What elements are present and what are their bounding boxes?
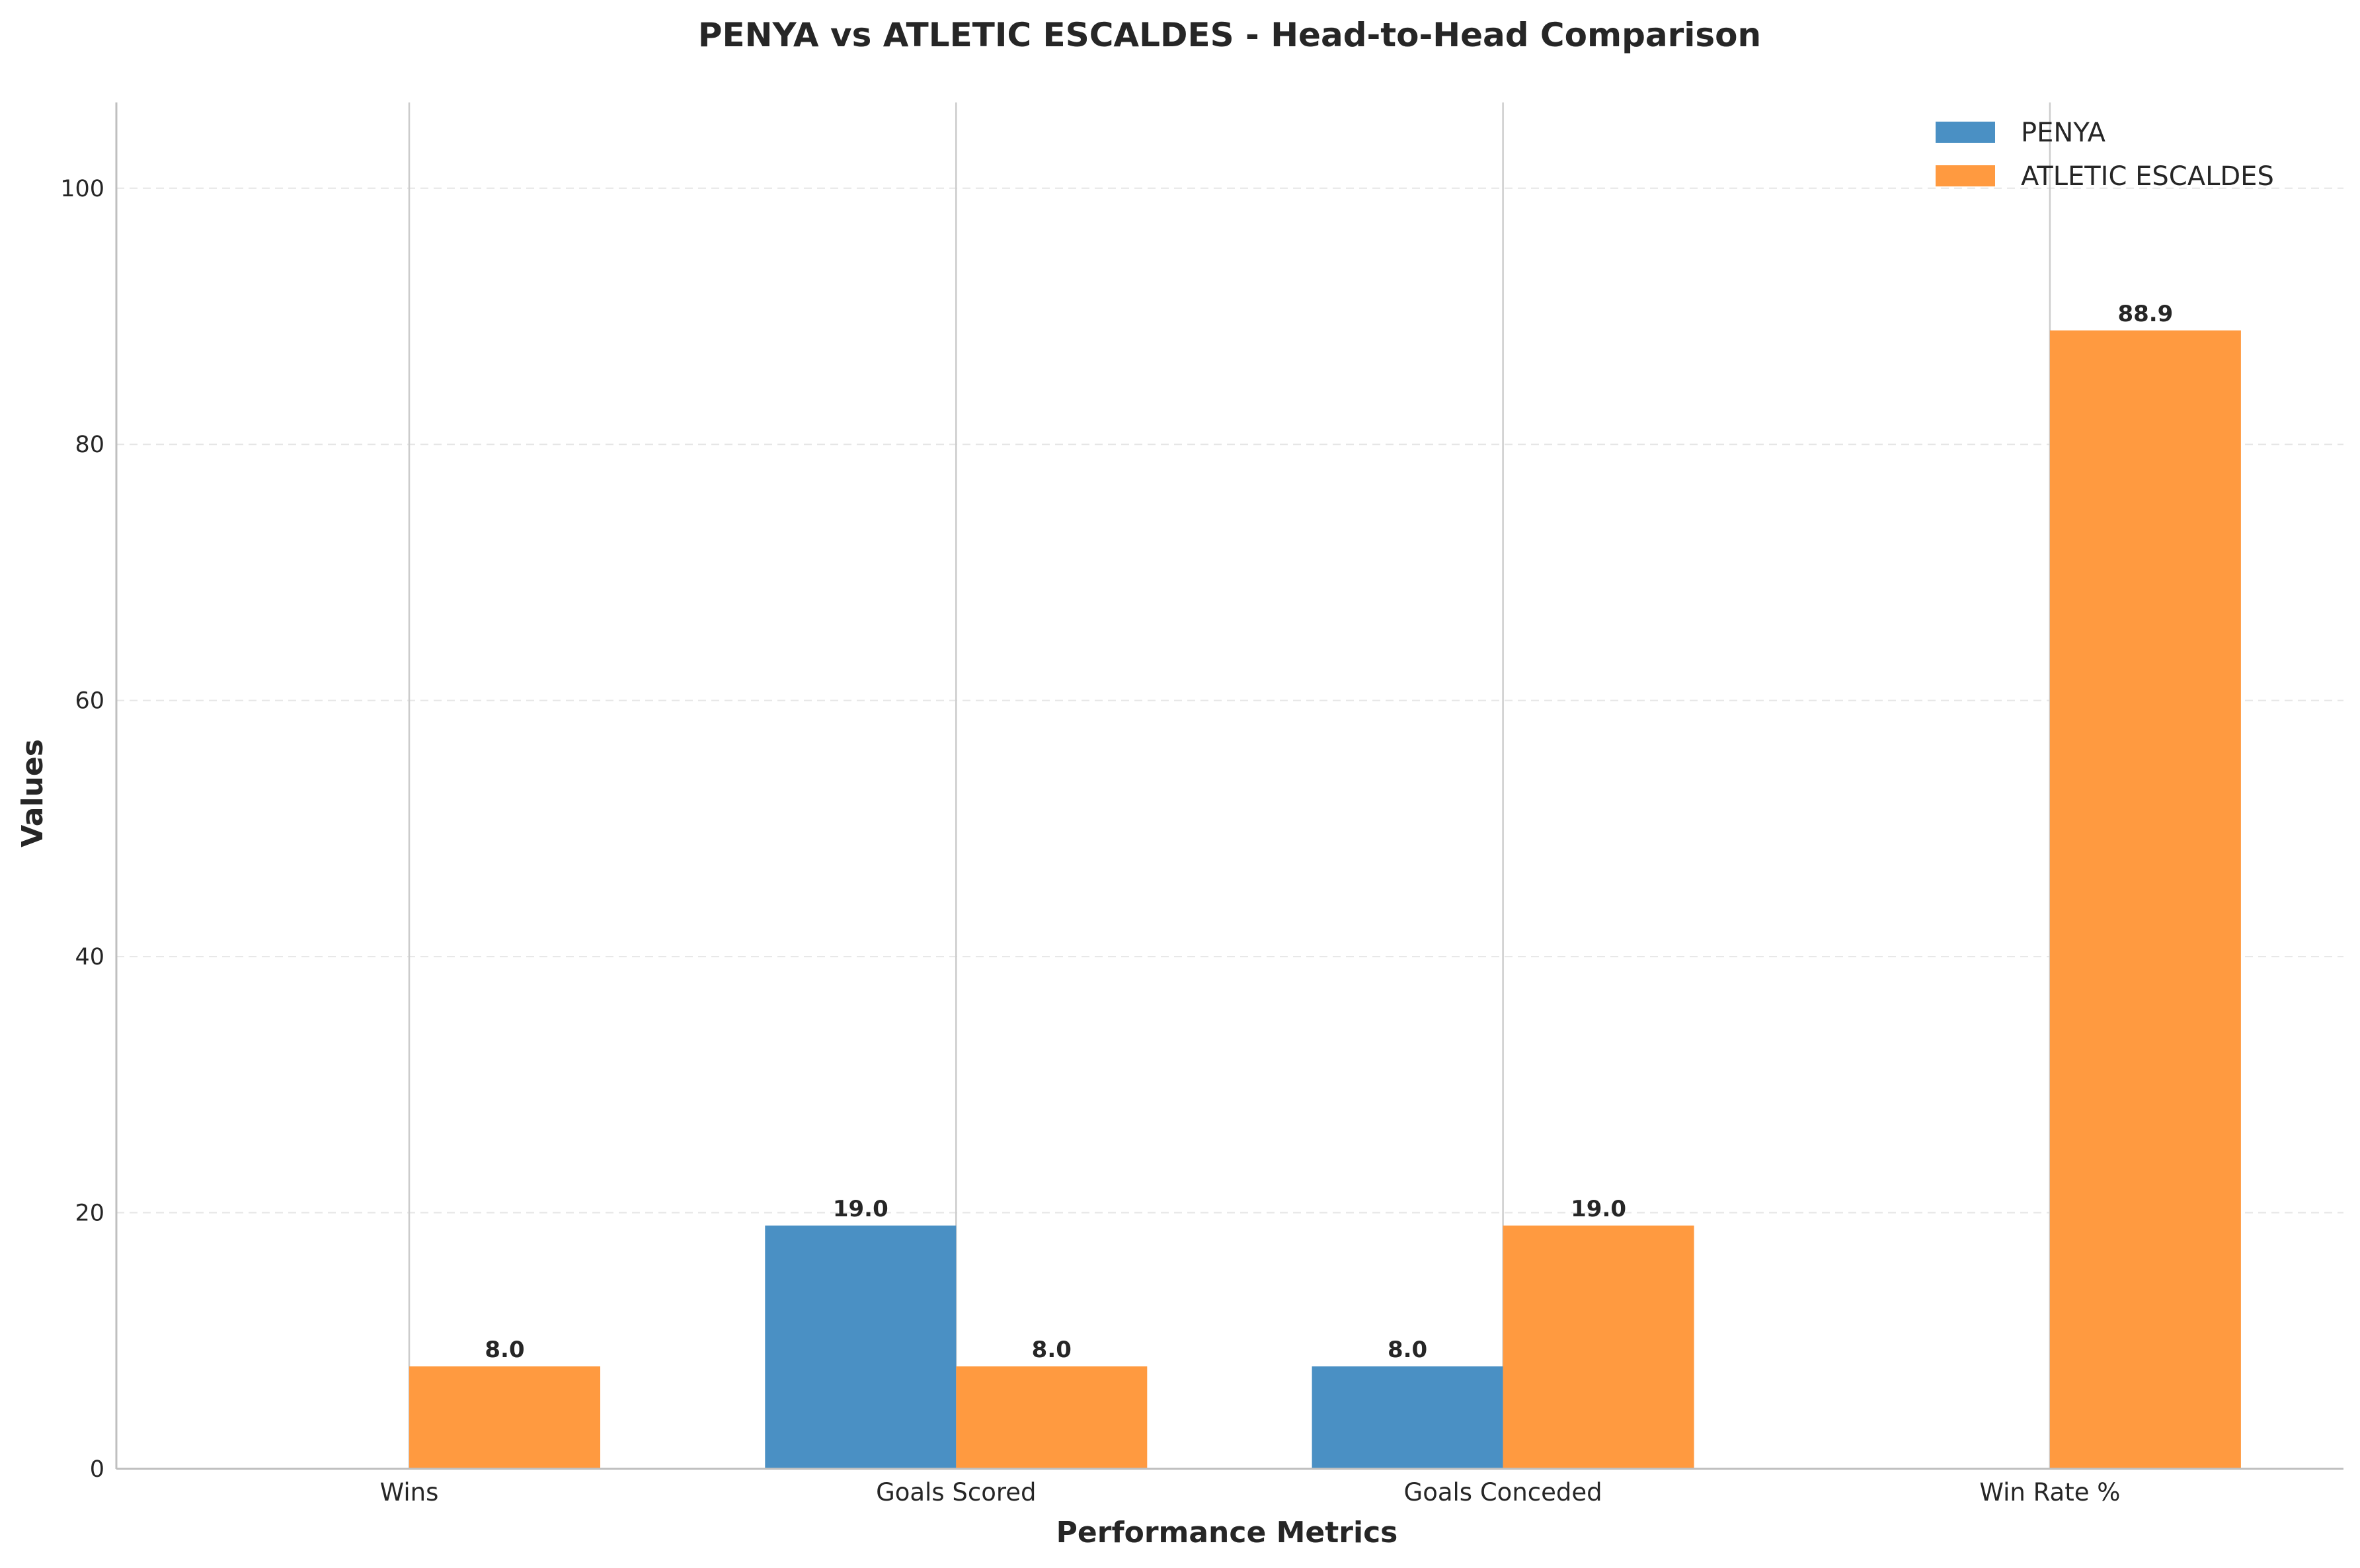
data-labels: 19.0 8.0 8.0 8.0 19.0 88.9: [485, 301, 2173, 1363]
legend-swatch: [1936, 165, 1995, 186]
y-tick-label: 0: [90, 1456, 104, 1483]
data-label: 8.0: [485, 1337, 524, 1363]
y-tick-label: 60: [75, 688, 104, 715]
bar-penya-2: [1312, 1366, 1503, 1469]
x-tick-label: Goals Scored: [876, 1478, 1036, 1507]
tick-labels: 0 20 40 60 80 100 Wins Goals Scored Goals Conced…: [60, 176, 2120, 1507]
y-tick-label: 20: [75, 1200, 104, 1227]
bar-atletic-escaldes-3: [2049, 330, 2241, 1469]
legend: PENYA ATLETIC ESCALDES: [1936, 118, 2274, 192]
legend-swatch: [1936, 122, 1995, 143]
y-tick-label: 80: [75, 432, 104, 458]
data-label: 19.0: [833, 1196, 888, 1222]
data-label: 8.0: [1388, 1337, 1427, 1363]
data-label: 88.9: [2117, 301, 2173, 327]
bars: [409, 330, 2241, 1469]
bar-atletic-escaldes-0: [409, 1366, 600, 1469]
legend-label: ATLETIC ESCALDES: [2021, 161, 2274, 192]
x-tick-label: Win Rate %: [1979, 1478, 2120, 1507]
x-tick-label: Wins: [380, 1478, 439, 1507]
data-label: 8.0: [1032, 1337, 1072, 1363]
bar-atletic-escaldes-2: [1503, 1225, 1694, 1469]
x-tick-label: Goals Conceded: [1404, 1478, 1602, 1507]
chart-title: PENYA vs ATLETIC ESCALDES - Head-to-Head…: [698, 16, 1761, 54]
bar-atletic-escaldes-1: [956, 1366, 1148, 1469]
grid: [116, 102, 2343, 1469]
data-label: 19.0: [1571, 1196, 1626, 1222]
x-axis-label: Performance Metrics: [1056, 1516, 1398, 1549]
y-tick-label: 100: [60, 176, 104, 202]
bar-penya-1: [765, 1225, 957, 1469]
y-tick-label: 40: [75, 944, 104, 970]
y-axis-label: Values: [16, 739, 50, 847]
legend-label: PENYA: [2021, 118, 2106, 148]
axes: [115, 102, 2343, 1470]
